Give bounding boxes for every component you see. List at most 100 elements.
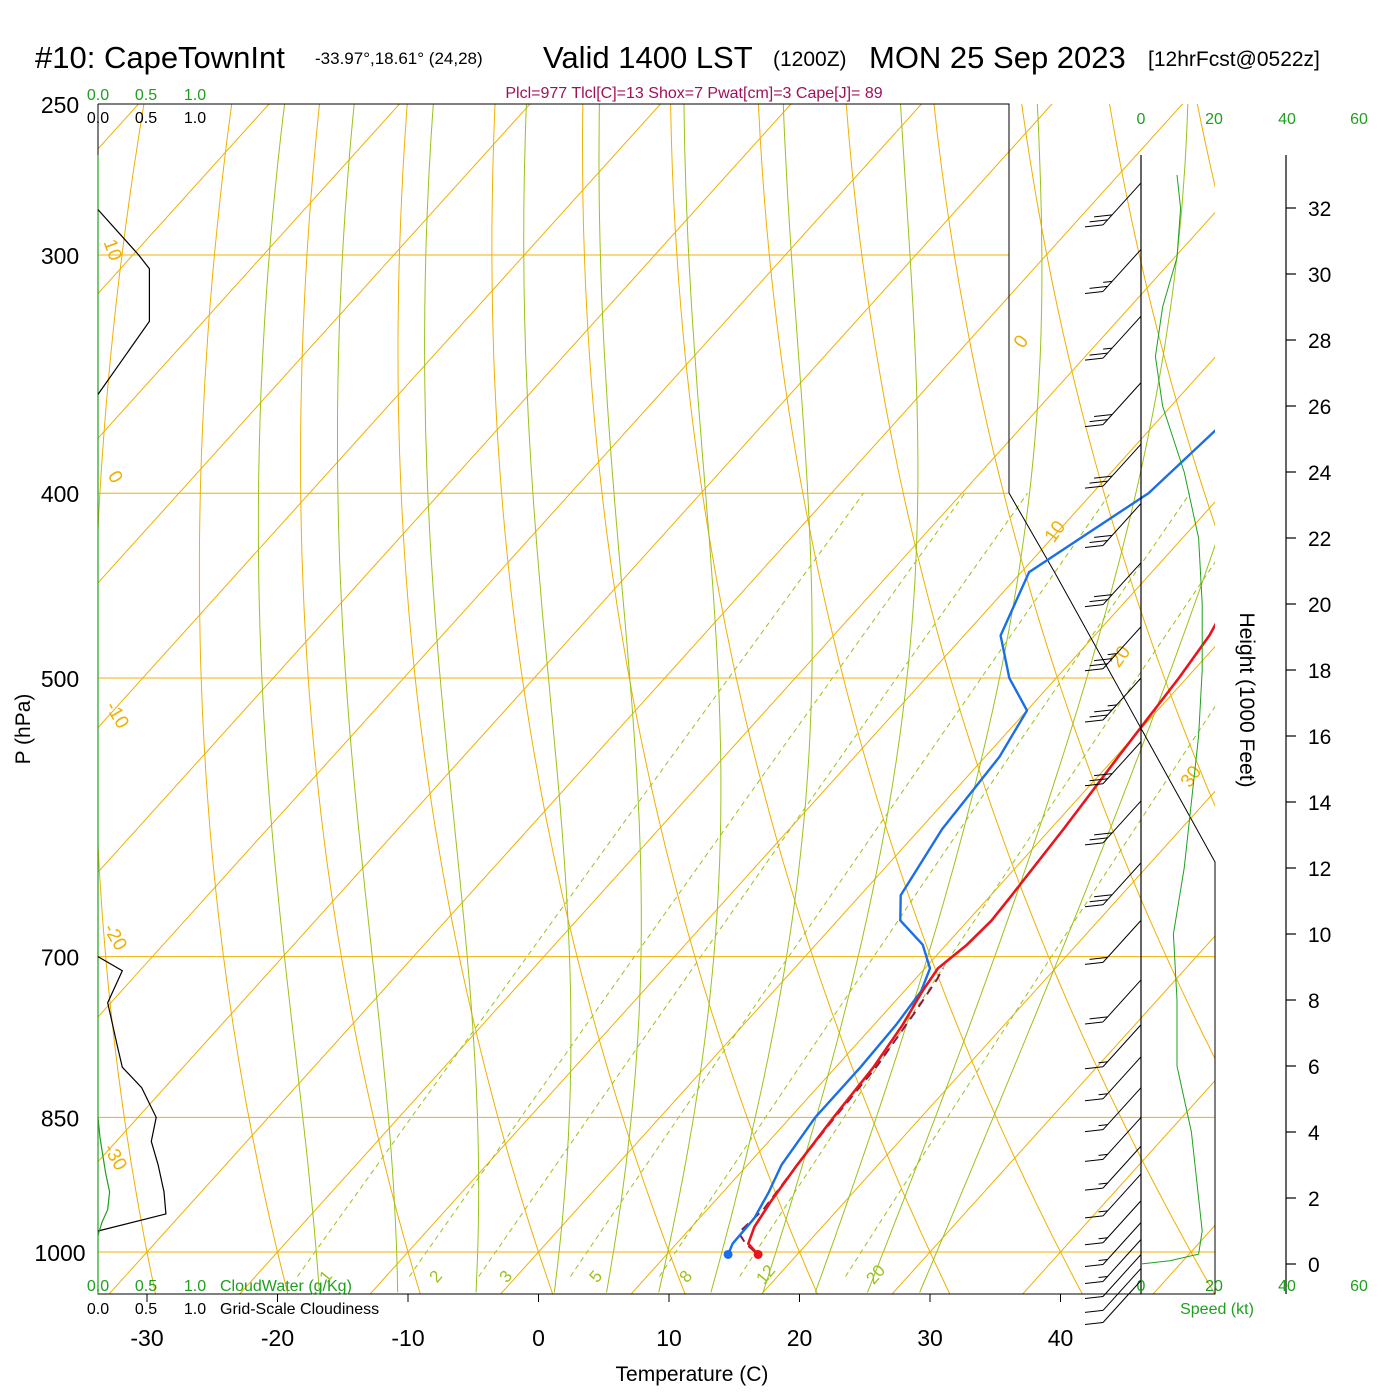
wind-barb — [1084, 182, 1142, 228]
mixing-ratio-line — [408, 492, 966, 1277]
wind-barb-staff — [1102, 382, 1142, 425]
x-tick-label: -10 — [391, 1325, 424, 1351]
height-tick-label: 18 — [1308, 660, 1331, 683]
cloudiness-line — [97, 956, 167, 1232]
cloud-bottom-green-tick: 0.0 — [87, 1278, 109, 1295]
wind-barb-flag — [1084, 1263, 1104, 1267]
wind-barb-flag — [1089, 352, 1108, 356]
wind-barb-flag — [1084, 485, 1104, 489]
wind-barb-flag — [1084, 1021, 1104, 1025]
wind-barb — [1084, 800, 1142, 846]
height-tick-label: 12 — [1308, 858, 1331, 881]
wind-barb — [1084, 1254, 1142, 1299]
height-tick-label: 20 — [1308, 594, 1331, 617]
wind-barb — [1084, 1268, 1142, 1313]
y-axis-title: P (hPa) — [12, 694, 35, 765]
mixing-ratio-label: 2 — [425, 1267, 446, 1286]
isotherm-line — [369, 356, 1215, 1294]
valid-date: MON 25 Sep 2023 — [869, 40, 1126, 75]
dry-adiabat-label: 20 — [1106, 642, 1135, 671]
wind-barb-staff — [1102, 1239, 1142, 1282]
wind-barb-flag — [1089, 419, 1108, 423]
wind-barb — [1084, 382, 1142, 428]
isotherm-line — [98, 104, 531, 584]
wind-barb-half — [1098, 1061, 1108, 1064]
y-tick-label: 300 — [41, 243, 79, 269]
moist-adiabat — [867, 104, 1189, 1293]
valid-time: Valid 1400 LST — [543, 40, 753, 75]
cloud-bottom-green-tick: 0.5 — [135, 1278, 157, 1295]
cloud-bottom-black-tick: 1.0 — [184, 1301, 206, 1318]
wind-barb-flag — [1089, 663, 1108, 667]
height-tick-label: 14 — [1308, 792, 1332, 815]
wind-barb — [1084, 1239, 1142, 1284]
moist-adiabat — [710, 104, 813, 1293]
dewpoint-line — [726, 429, 1215, 1255]
cloud-top-green-tick: 0.5 — [135, 87, 157, 104]
wind-speed-line — [1140, 174, 1203, 1265]
wind-barb-staff — [1102, 1268, 1142, 1311]
wind-barb-flag — [1084, 1321, 1104, 1325]
wind-barb-flag — [1089, 539, 1108, 543]
x-tick-label: 10 — [656, 1325, 682, 1351]
wind-barb-staff — [1102, 562, 1142, 606]
station-coords: -33.97°,18.61° (24,28) — [315, 49, 483, 68]
dry-adiabat — [1021, 104, 1215, 808]
wind-barb-half — [1107, 653, 1117, 656]
isotherm-line — [98, 104, 1053, 1163]
utc-time: (1200Z) — [773, 48, 847, 71]
y-tick-label: 850 — [41, 1105, 79, 1131]
speed-top-tick: 20 — [1205, 111, 1223, 128]
mixing-ratio-line — [658, 492, 1191, 1277]
wind-barb-half — [1098, 1153, 1108, 1156]
dry-adiabat — [300, 104, 421, 1294]
y-tick-label: 1000 — [34, 1240, 85, 1266]
wind-barb — [1084, 979, 1142, 1025]
dry-adiabat — [1278, 70, 1400, 1300]
height-tick-label: 24 — [1308, 462, 1332, 485]
wind-barb-staff — [1102, 626, 1142, 670]
cloudiness-line — [97, 209, 150, 395]
isotherm-line — [499, 501, 1215, 1294]
dry-adiabat — [845, 104, 1215, 1294]
moist-adiabat — [598, 104, 642, 1293]
wind-barb — [1084, 1200, 1142, 1246]
moist-adiabat — [658, 104, 722, 1293]
stability-indices: Plcl=977 Tlcl[C]=13 Shox=7 Pwat[cm]=3 Ca… — [505, 85, 882, 102]
wind-barb-staff — [1102, 503, 1142, 546]
temperature-line — [747, 622, 1215, 1256]
height-tick-label: 26 — [1308, 396, 1331, 419]
moist-adiabat — [424, 104, 480, 1293]
wind-barb-staff — [1102, 1087, 1142, 1130]
height-axis-title: Height (1000 Feet) — [1235, 612, 1258, 787]
dry-adiabat-label: 10 — [1041, 517, 1070, 546]
wind-barb-staff — [1102, 862, 1142, 906]
height-tick-label: 2 — [1308, 1188, 1320, 1211]
wind-barb — [1084, 562, 1142, 608]
wind-barb-flag — [1094, 658, 1113, 662]
wind-barb-flag — [1084, 424, 1104, 428]
wind-barb — [1084, 862, 1142, 908]
wind-barb-flag — [1084, 1098, 1104, 1102]
wind-barb-staff — [1102, 182, 1142, 226]
wind-barb-staff — [1102, 249, 1142, 292]
wind-barb-half — [1098, 1258, 1108, 1261]
wind-barb-flag — [1084, 1158, 1104, 1162]
x-tick-label: 0 — [532, 1325, 545, 1351]
wind-barb-staff — [1102, 1056, 1142, 1100]
speed-bottom-tick: 20 — [1205, 1278, 1223, 1295]
wind-barb-flag — [1084, 1280, 1104, 1284]
height-tick-label: 30 — [1308, 264, 1331, 287]
wind-barb-staff — [1102, 979, 1142, 1023]
wind-barb — [1084, 1087, 1142, 1133]
wind-panel: 0246810121416182022242628303200202040406… — [1084, 111, 1368, 1325]
dry-adiabat — [98, 104, 156, 1294]
wind-barb-staff — [1102, 677, 1142, 721]
wind-barb — [1084, 249, 1142, 294]
mixing-ratio-label: 12 — [752, 1261, 779, 1288]
wind-barb-flag — [1084, 1066, 1104, 1070]
mixing-ratio-label: 3 — [495, 1267, 516, 1286]
wind-barb-flag — [1089, 778, 1108, 782]
moist-adiabat — [337, 104, 399, 1293]
wind-barb-staff — [1102, 1254, 1142, 1297]
